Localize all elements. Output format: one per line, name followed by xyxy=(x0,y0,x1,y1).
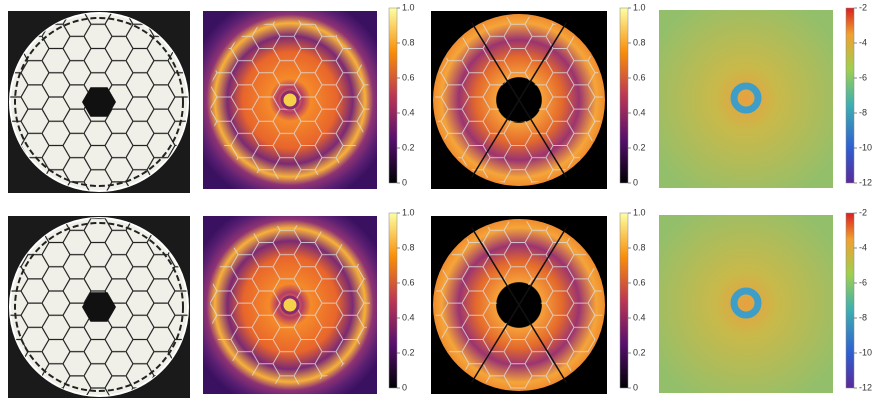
colorbar-tick-label: 0.2 xyxy=(633,347,646,357)
colorbar-tick-label: 0.6 xyxy=(402,72,415,82)
colorbar-tick-label: -10 xyxy=(859,347,872,357)
mask-hole xyxy=(82,87,116,117)
colorbar-tick-label: 0.4 xyxy=(633,312,646,322)
colorbar xyxy=(619,7,629,184)
colorbar-tick-label: -8 xyxy=(859,312,867,322)
colorbar xyxy=(388,212,398,389)
colorbar-tick-label: 0.8 xyxy=(633,242,646,252)
spider xyxy=(471,227,567,383)
colorbar-tick-label: 0 xyxy=(633,177,638,187)
colorbar-tick-label: 0.8 xyxy=(402,37,415,47)
colorbar-tick-label: -12 xyxy=(859,382,872,392)
field-center xyxy=(280,90,300,110)
colorbar-tick-label: -6 xyxy=(859,277,867,287)
colorbar-tick-label: -8 xyxy=(859,107,867,117)
colorbar-tick-label: 0 xyxy=(402,177,407,187)
colorbar-tick-label: -10 xyxy=(859,142,872,152)
colorbar-tick-label: -4 xyxy=(859,242,867,252)
colorbar-tick-label: 0.6 xyxy=(633,72,646,82)
colorbar-tick-label: 0.6 xyxy=(402,277,415,287)
spider xyxy=(471,22,567,178)
colorbar xyxy=(619,212,629,389)
colorbar-tick-label: -4 xyxy=(859,37,867,47)
colorbar-tick-label: 0.4 xyxy=(402,312,415,322)
psf-ring xyxy=(730,287,762,319)
mask-ring xyxy=(14,17,184,187)
psf-image xyxy=(659,10,833,188)
colorbar xyxy=(388,7,398,184)
psf-image xyxy=(659,215,833,393)
colorbar-tick-label: 0.2 xyxy=(633,142,646,152)
psf-ring xyxy=(730,82,762,114)
colorbar-tick-label: 1.0 xyxy=(402,2,415,12)
colorbar-tick-label: -2 xyxy=(859,2,867,12)
colorbar xyxy=(845,212,855,389)
mask-ring xyxy=(14,222,184,392)
colorbar-tick-label: 1.0 xyxy=(402,207,415,217)
colorbar-tick-label: 1.0 xyxy=(633,207,646,217)
colorbar-tick-label: 0.2 xyxy=(402,142,415,152)
colorbar-tick-label: 1.0 xyxy=(633,2,646,12)
panels: 0 0.2 0.4 0.6 0.8 1.0 0 0.2 0.4 0.6 0.8 1.0 -2 -4 -6 -8… xyxy=(8,2,872,398)
colorbar-tick-label: 0.6 xyxy=(633,277,646,287)
colorbar-tick-label: 0.8 xyxy=(402,242,415,252)
colorbar-tick-label: 0.8 xyxy=(633,37,646,47)
colorbar-tick-label: -2 xyxy=(859,207,867,217)
colorbar-tick-label: 0.4 xyxy=(633,107,646,117)
colorbar xyxy=(845,7,855,184)
colorbar-tick-label: 0.2 xyxy=(402,347,415,357)
colorbar-tick-label: -12 xyxy=(859,177,872,187)
colorbar-tick-label: -6 xyxy=(859,72,867,82)
colorbar-tick-label: 0.4 xyxy=(402,107,415,117)
colorbar-tick-label: 0 xyxy=(402,382,407,392)
field-center xyxy=(280,295,300,315)
colorbar-tick-label: 0 xyxy=(633,382,638,392)
mask-hole xyxy=(82,292,116,322)
